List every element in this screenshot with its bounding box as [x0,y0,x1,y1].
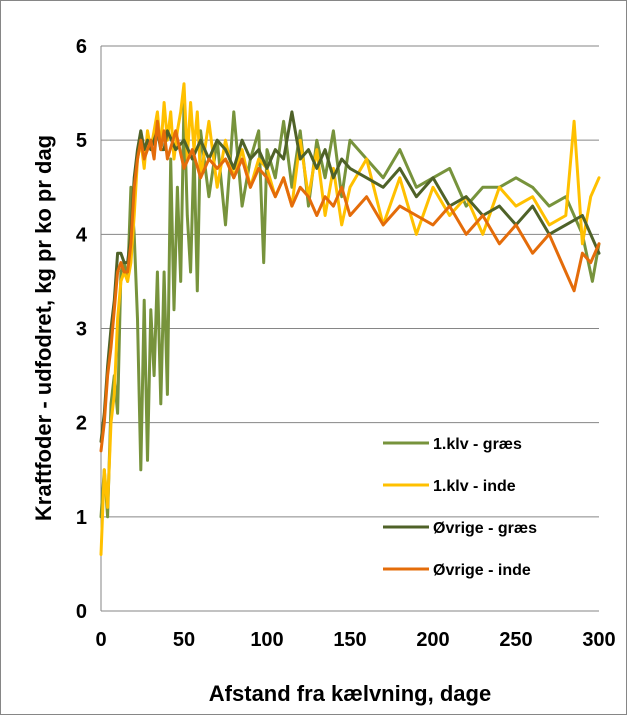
x-tick-label: 250 [499,629,532,651]
series-line [99,101,601,519]
series-line [99,119,601,453]
x-tick-label: 150 [333,629,366,651]
x-axis-title: Afstand fra kælvning, dage [209,681,491,706]
y-tick-label: 5 [76,130,87,152]
x-tick-label: 50 [173,629,195,651]
legend-label: Øvrige - inde [433,562,531,579]
x-tick-label: 100 [250,629,283,651]
y-tick-label: 2 [76,413,87,435]
legend: 1.klv - græs 1.klv - inde Øvrige - græs Øvr… [383,436,537,579]
y-tick-label: 6 [76,36,87,58]
legend-label: 1.klv - græs [433,436,522,453]
y-tick-label: 3 [76,319,87,341]
x-tick-label: 300 [582,629,615,651]
y-tick-label: 1 [76,507,87,529]
y-tick-label: 0 [76,601,87,623]
series-line [99,82,601,556]
x-tick-labels: 0 50 100 150 200 250 300 [95,629,615,651]
legend-label: Øvrige - græs [433,520,537,537]
x-tick-label: 200 [416,629,449,651]
series-lines [99,82,601,556]
x-tick-label: 0 [95,629,106,651]
y-tick-label: 4 [76,224,88,246]
y-axis-title: Kraftfoder - udfodret, kg pr ko pr dag [31,135,56,521]
y-tick-labels: 0 1 2 3 4 5 6 [76,36,88,623]
legend-label: 1.klv - inde [433,478,516,495]
